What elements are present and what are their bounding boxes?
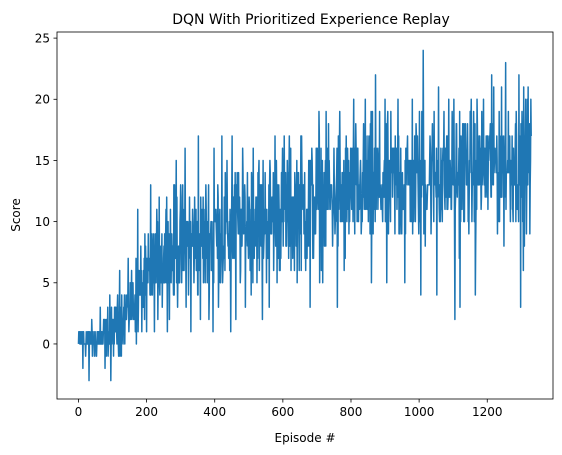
x-tick-label: 0 (75, 405, 83, 419)
y-tick-label: 10 (35, 215, 50, 229)
x-tick-label: 1000 (404, 405, 435, 419)
x-axis-label: Episode # (275, 431, 336, 445)
x-tick-label: 1200 (472, 405, 503, 419)
y-tick-label: 20 (35, 93, 50, 107)
x-axis: 0 200 400 600 800 1000 1200 (75, 399, 503, 419)
x-tick-label: 200 (135, 405, 158, 419)
chart-title: DQN With Prioritized Experience Replay (172, 12, 450, 28)
y-tick-label: 5 (42, 276, 50, 290)
y-axis: 0 5 10 15 20 25 (35, 31, 57, 351)
x-tick-label: 800 (340, 405, 363, 419)
score-series-line (77, 49, 532, 382)
plot-area (77, 49, 532, 382)
y-tick-label: 25 (35, 31, 50, 45)
x-tick-label: 400 (203, 405, 226, 419)
y-axis-label: Score (9, 198, 23, 232)
plot-frame (56, 31, 554, 400)
y-tick-label: 15 (35, 154, 50, 168)
x-tick-label: 600 (271, 405, 294, 419)
y-tick-label: 0 (42, 337, 50, 351)
